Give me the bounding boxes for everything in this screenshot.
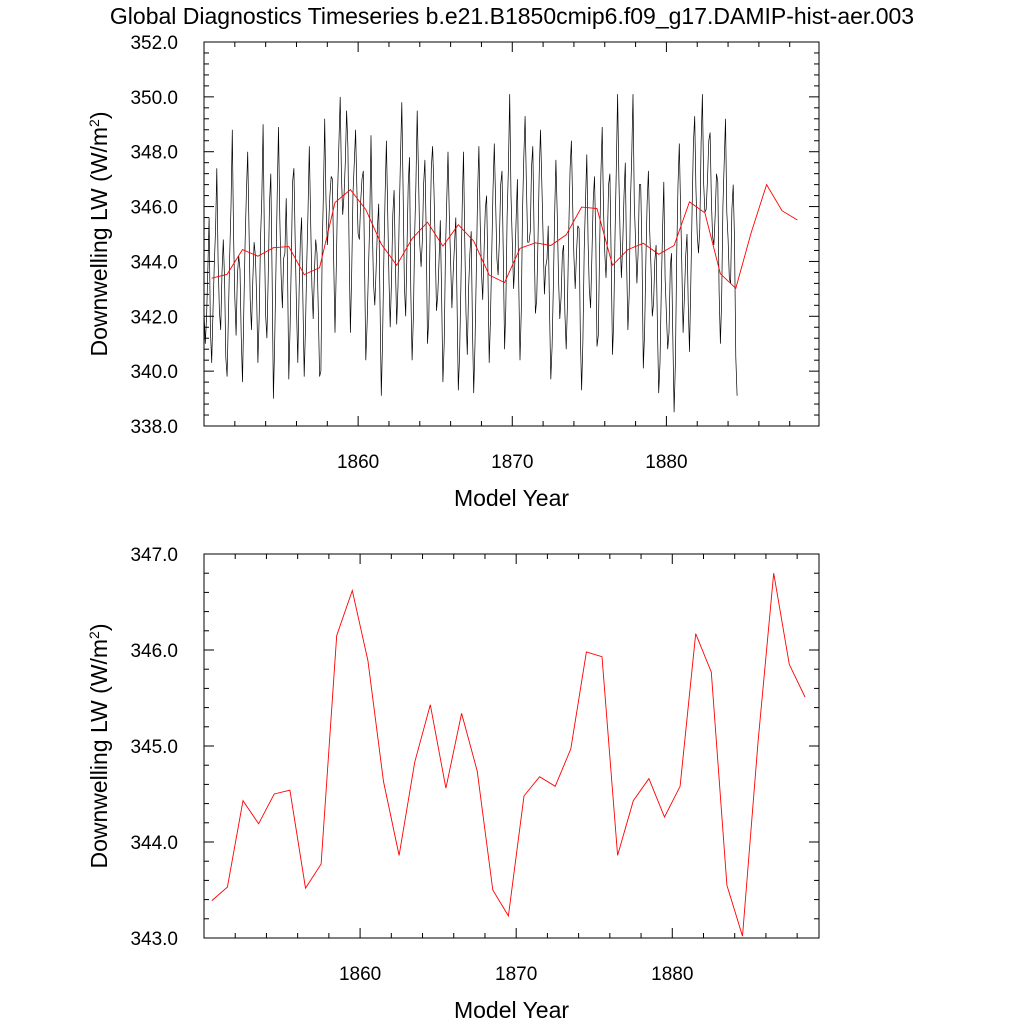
x-tick-label: 1870 [495,964,537,985]
y-axis-label: Downwelling LW (W/m2) [86,111,112,356]
y-tick-label: 350.0 [130,88,178,109]
y-axis-label: Downwelling LW (W/m2) [86,623,112,868]
x-axis-label: Model Year [454,997,569,1023]
bottom-annual-panel: 343.0 344.0 345.0 346.0 347.0 1860 1870 1880 Mod… [86,545,820,1023]
y-tick-label: 344.0 [130,833,178,854]
y-tick-label: 346.0 [130,641,178,662]
y-tick-label: 346.0 [130,198,178,219]
y-tick-label: 352.0 [130,33,178,54]
y-tick-label: 347.0 [130,545,178,566]
x-tick-label: 1870 [491,452,533,473]
y-tick-label: 345.0 [130,737,178,758]
x-tick-label: 1880 [645,452,687,473]
x-axis-label: Model Year [454,485,569,511]
x-tick-label: 1860 [337,452,379,473]
x-tick-label: 1880 [651,964,693,985]
monthly-series-line [203,94,738,413]
chart-title: Global Diagnostics Timeseries b.e21.B185… [110,3,914,29]
y-tick-label: 344.0 [130,252,178,273]
annual-mean-series-line [211,573,806,937]
y-tick-label: 342.0 [130,307,178,328]
y-tick-label: 343.0 [130,929,178,950]
y-tick-label: 348.0 [130,143,178,164]
plot-frame [203,41,820,427]
y-tick-label: 340.0 [130,362,178,383]
annual-mean-series-line [211,183,798,290]
y-tick-label: 338.0 [130,417,178,438]
x-tick-label: 1860 [339,964,381,985]
top-timeseries-panel: 338.0 340.0 342.0 344.0 346.0 348.0 350.0 352.0… [86,33,820,511]
